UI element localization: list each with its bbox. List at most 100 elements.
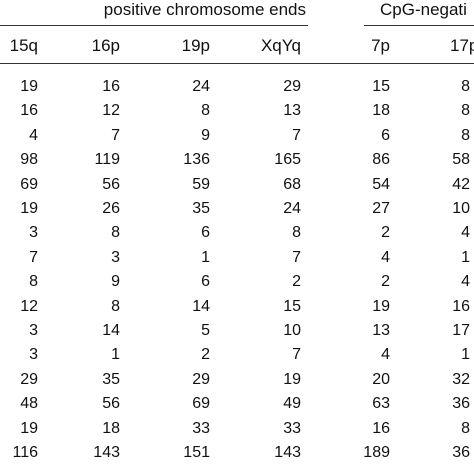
table-cell-19p: 136	[183, 151, 210, 168]
group-header-cpg-negative: CpG-negati	[380, 0, 467, 19]
column-header-xqyq: XqYq	[260, 36, 301, 55]
table-cell-17p: 58	[452, 151, 470, 168]
header-rule	[0, 63, 474, 64]
table-cell-7p: 86	[372, 151, 390, 168]
table-cell-15q: 3	[29, 322, 38, 339]
column-header-7p: 7p	[371, 36, 390, 55]
table-cell-16p: 119	[94, 151, 120, 168]
table-cell-xqyq: 33	[283, 420, 301, 437]
table-cell-16p: 56	[102, 176, 120, 193]
table-cell-19p: 9	[201, 127, 210, 144]
table-cell-16p: 16	[102, 78, 120, 95]
table-cell-15q: 19	[20, 78, 38, 95]
table-cell-7p: 19	[372, 298, 390, 315]
table-cell-17p: 1	[461, 249, 470, 266]
table-cell-15q: 3	[29, 346, 38, 363]
table-cell-15q: 7	[29, 249, 38, 266]
table-cell-15q: 98	[20, 151, 38, 168]
table-cell-19p: 35	[192, 200, 210, 217]
table-cell-xqyq: 15	[283, 298, 301, 315]
table-cell-16p: 1	[111, 346, 120, 363]
table-cell-7p: 18	[372, 102, 390, 119]
table-cell-17p: 8	[461, 127, 470, 144]
column-header-19p: 19p	[181, 36, 210, 55]
table-cell-xqyq: 19	[283, 371, 301, 388]
table-cell-15q: 8	[29, 273, 38, 290]
table-cell-xqyq: 13	[283, 102, 301, 119]
table-cell-19p: 29	[192, 371, 210, 388]
table-cell-17p: 36	[452, 444, 470, 461]
table-cell-16p: 143	[93, 444, 120, 461]
group-header-cpg-positive: positive chromosome ends	[103, 0, 306, 19]
table-cell-15q: 4	[29, 127, 38, 144]
table-cell-xqyq: 10	[283, 322, 301, 339]
table-cell-15q: 69	[20, 176, 38, 193]
table-cell-16p: 8	[111, 298, 120, 315]
table-cell-7p: 20	[372, 371, 390, 388]
table-cell-15q: 48	[20, 395, 38, 412]
table-cell-xqyq: 7	[292, 127, 301, 144]
column-header-15q: 15q	[9, 36, 38, 55]
table-cell-xqyq: 2	[292, 273, 301, 290]
table-cell-xqyq: 7	[292, 346, 301, 363]
table-cell-19p: 8	[201, 102, 210, 119]
table-cell-16p: 8	[111, 224, 120, 241]
table-cell-7p: 6	[381, 127, 390, 144]
table-cell-17p: 17	[452, 322, 470, 339]
table-cell-17p: 36	[452, 395, 470, 412]
table-cell-16p: 14	[102, 322, 120, 339]
column-header-17p: 17p	[450, 36, 474, 55]
table-cell-7p: 2	[381, 273, 390, 290]
table-cell-17p: 42	[452, 176, 470, 193]
table-cell-17p: 4	[461, 273, 470, 290]
table-cell-19p: 14	[192, 298, 210, 315]
table-cell-16p: 7	[111, 127, 120, 144]
column-header-16p: 16p	[91, 36, 120, 55]
table-cell-xqyq: 7	[292, 249, 301, 266]
table-cell-xqyq: 8	[292, 224, 301, 241]
table-cell-15q: 116	[12, 444, 38, 461]
table-cell-15q: 19	[20, 420, 38, 437]
table-cell-19p: 33	[192, 420, 210, 437]
table-cell-19p: 6	[201, 273, 210, 290]
table-cell-17p: 16	[452, 298, 470, 315]
table-cell-xqyq: 68	[283, 176, 301, 193]
table-cell-7p: 63	[372, 395, 390, 412]
table-cell-7p: 13	[372, 322, 390, 339]
table-cell-15q: 12	[20, 298, 38, 315]
group-rule-negative	[364, 25, 474, 26]
table-cell-16p: 18	[102, 420, 120, 437]
table-cell-17p: 1	[461, 346, 470, 363]
table-cell-16p: 35	[102, 371, 120, 388]
table-cell-16p: 3	[111, 249, 120, 266]
table-cell-19p: 24	[192, 78, 210, 95]
table-cell-7p: 189	[363, 444, 390, 461]
table-cell-19p: 1	[201, 249, 210, 266]
table-cell-xqyq: 24	[283, 200, 301, 217]
table-cell-15q: 29	[20, 371, 38, 388]
table-cell-16p: 12	[102, 102, 120, 119]
table-cell-17p: 8	[461, 420, 470, 437]
table-cell-7p: 2	[381, 224, 390, 241]
table-cell-15q: 16	[20, 102, 38, 119]
table-cell-7p: 16	[372, 420, 390, 437]
table-cell-17p: 4	[461, 224, 470, 241]
table-cell-19p: 59	[192, 176, 210, 193]
table-cell-7p: 54	[372, 176, 390, 193]
table-cell-7p: 15	[372, 78, 390, 95]
table-cell-16p: 26	[102, 200, 120, 217]
table-cell-19p: 69	[192, 395, 210, 412]
table-cell-19p: 2	[201, 346, 210, 363]
table-cell-17p: 8	[461, 78, 470, 95]
table-cell-17p: 8	[461, 102, 470, 119]
table-cell-19p: 5	[201, 322, 210, 339]
table-cell-7p: 27	[372, 200, 390, 217]
table-cell-xqyq: 49	[283, 395, 301, 412]
table-cell-17p: 10	[452, 200, 470, 217]
table-cell-xqyq: 165	[274, 151, 301, 168]
table-cell-19p: 151	[183, 444, 210, 461]
table-cell-15q: 3	[29, 224, 38, 241]
table-cell-16p: 56	[102, 395, 120, 412]
